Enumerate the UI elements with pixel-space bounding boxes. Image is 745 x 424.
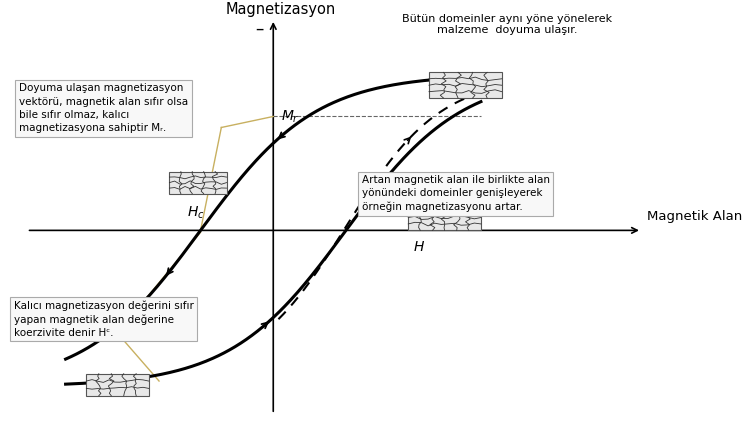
Text: Magnetik Alan: Magnetik Alan [647,210,742,223]
Text: H: H [413,240,424,254]
FancyBboxPatch shape [86,374,149,396]
Text: –: – [255,19,263,37]
Text: Artan magnetik alan ile birlikte alan
yönündeki domeinler genişleyerek
örneğin m: Artan magnetik alan ile birlikte alan yö… [361,175,550,212]
FancyBboxPatch shape [169,172,226,194]
FancyBboxPatch shape [408,205,481,230]
Text: Magnetizasyon: Magnetizasyon [226,2,336,17]
Text: $H_c$: $H_c$ [186,205,204,221]
Text: Bütün domeinler aynı yöne yönelerek
malzeme  doyuma ulaşır.: Bütün domeinler aynı yöne yönelerek malz… [402,14,612,35]
FancyBboxPatch shape [429,73,501,98]
Text: Doyuma ulaşan magnetizasyon
vektörü, magnetik alan sıfır olsa
bile sıfır olmaz, : Doyuma ulaşan magnetizasyon vektörü, mag… [19,84,188,133]
Text: $M_r$: $M_r$ [281,108,299,125]
Text: Kalıcı magnetizasyon değerini sıfır
yapan magnetik alan değerine
koerzivite deni: Kalıcı magnetizasyon değerini sıfır yapa… [13,300,194,338]
